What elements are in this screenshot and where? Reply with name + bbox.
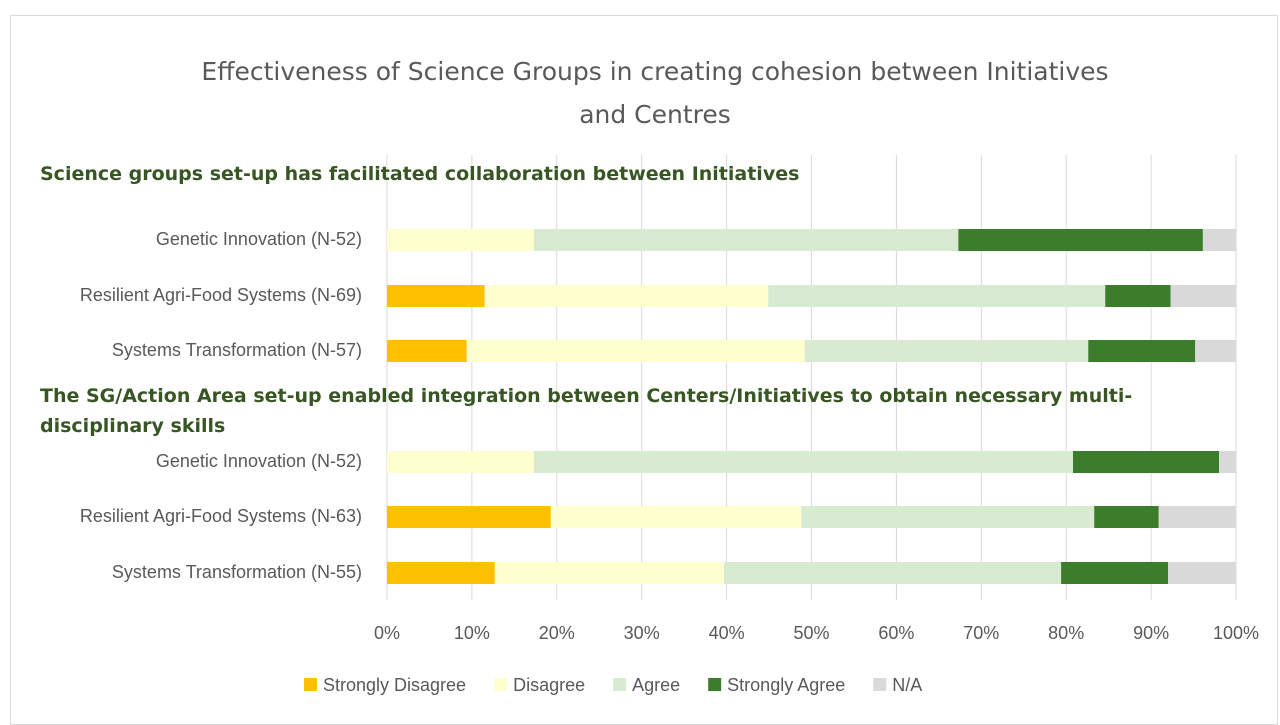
chart-title: Effectiveness of Science Groups in creat… bbox=[201, 57, 1109, 129]
bar-segment bbox=[804, 340, 1089, 362]
bar-segment bbox=[1105, 285, 1171, 307]
bar-segment bbox=[494, 562, 725, 584]
bar-segment bbox=[1072, 451, 1220, 473]
bar-segment bbox=[1195, 340, 1236, 362]
x-tick-label: 100% bbox=[1213, 623, 1259, 643]
x-tick-label: 20% bbox=[539, 623, 575, 643]
x-tick-label: 30% bbox=[624, 623, 660, 643]
x-tick-label: 60% bbox=[878, 623, 914, 643]
legend-label: Disagree bbox=[513, 675, 585, 695]
bar-segment bbox=[387, 506, 551, 528]
legend-swatch bbox=[304, 678, 317, 691]
bar-segment bbox=[1170, 285, 1236, 307]
y-tick-label: Resilient Agri-Food Systems (N-69) bbox=[80, 285, 362, 305]
y-tick-label: Systems Transformation (N-55) bbox=[112, 562, 362, 582]
x-tick-label: 10% bbox=[454, 623, 490, 643]
bar-segment bbox=[387, 451, 534, 473]
x-tick-label: 50% bbox=[793, 623, 829, 643]
group-title: The SG/Action Area set-up enabled integr… bbox=[40, 385, 1133, 437]
bar-segment bbox=[724, 562, 1062, 584]
bar-segment bbox=[1219, 451, 1236, 473]
bar-segment bbox=[533, 229, 959, 251]
y-tick-label: Resilient Agri-Food Systems (N-63) bbox=[80, 506, 362, 526]
group-title: Science groups set-up has facilitated co… bbox=[40, 163, 800, 185]
legend-swatch bbox=[613, 678, 627, 691]
x-tick-label: 70% bbox=[963, 623, 999, 643]
bar-segment bbox=[387, 285, 485, 307]
legend-swatch bbox=[494, 678, 508, 691]
bar-segment bbox=[1158, 506, 1236, 528]
bar-segment bbox=[387, 229, 534, 251]
bar-segment bbox=[484, 285, 769, 307]
x-tick-label: 80% bbox=[1048, 623, 1084, 643]
legend-swatch bbox=[873, 678, 887, 691]
bar-segment bbox=[387, 340, 467, 362]
x-tick-label: 90% bbox=[1133, 623, 1169, 643]
legend-label: Strongly Agree bbox=[727, 675, 845, 695]
bar-segment bbox=[768, 285, 1106, 307]
x-tick-label: 0% bbox=[374, 623, 400, 643]
bar-segment bbox=[958, 229, 1203, 251]
x-tick-label: 40% bbox=[709, 623, 745, 643]
bar-segment bbox=[801, 506, 1095, 528]
bar-segment bbox=[466, 340, 805, 362]
bar-segment bbox=[1088, 340, 1196, 362]
legend-label: Agree bbox=[632, 675, 680, 695]
bar-segment bbox=[387, 562, 495, 584]
bar-segment bbox=[550, 506, 802, 528]
bar-segment bbox=[533, 451, 1073, 473]
bar-segment bbox=[1168, 562, 1236, 584]
legend-label: Strongly Disagree bbox=[323, 675, 466, 695]
legend-label: N/A bbox=[892, 675, 922, 695]
bar-segment bbox=[1094, 506, 1159, 528]
legend-swatch bbox=[708, 678, 722, 691]
y-tick-label: Systems Transformation (N-57) bbox=[112, 340, 362, 360]
bar-segment bbox=[1061, 562, 1169, 584]
y-tick-label: Genetic Innovation (N-52) bbox=[156, 451, 362, 471]
y-tick-label: Genetic Innovation (N-52) bbox=[156, 229, 362, 249]
bar-segment bbox=[1202, 229, 1236, 251]
